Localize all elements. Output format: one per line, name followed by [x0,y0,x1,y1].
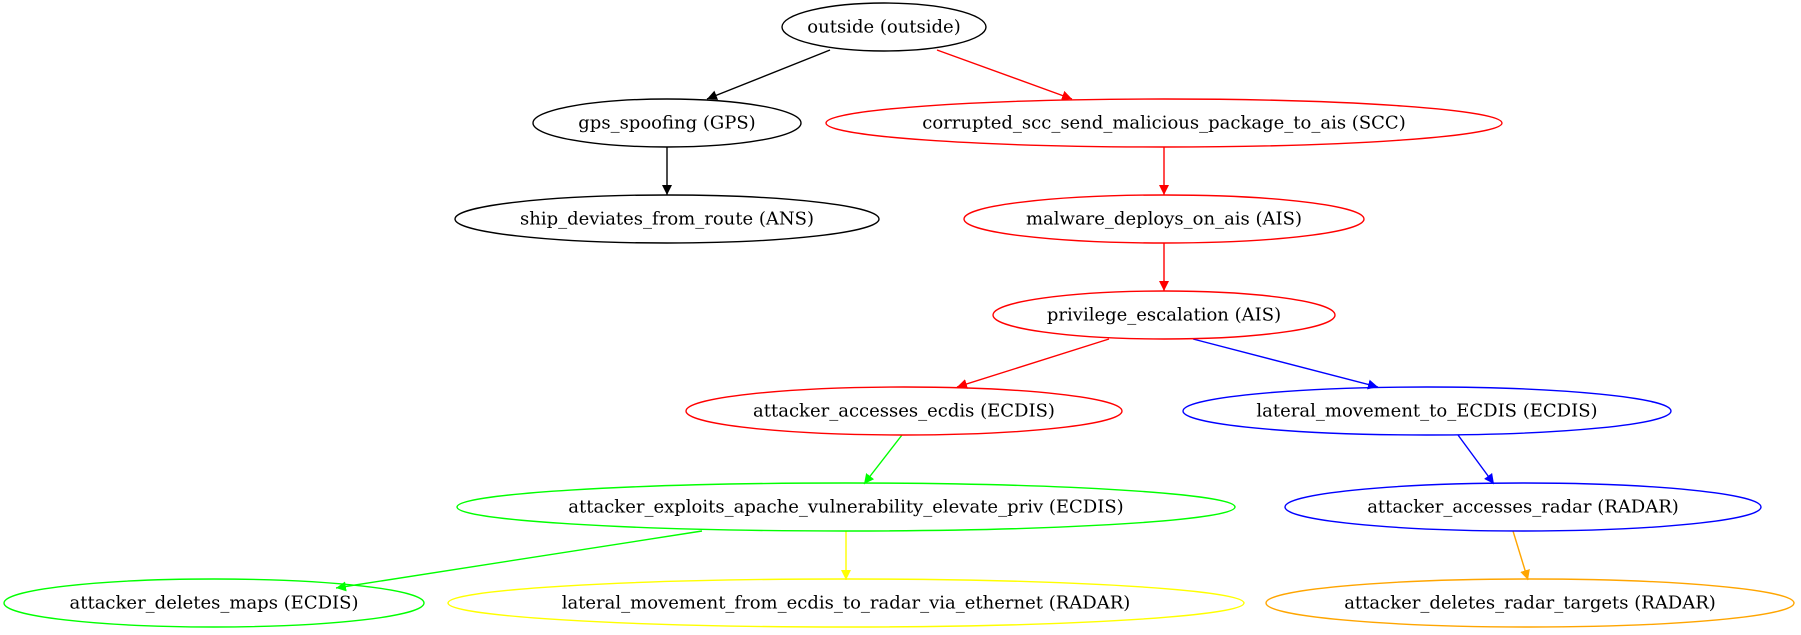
node-ellipse-scc [825,98,1503,148]
edge-radar_access-to-del_radar [1512,530,1530,581]
edge-priv-to-ecdis_access [956,338,1110,389]
node-ans: ship_deviates_from_route (ANS) [454,194,880,244]
edge-outside-to-scc [936,49,1073,101]
node-ellipse-priv [992,290,1336,340]
edge-apache-to-del_maps [335,530,703,592]
node-ellipse-outside [781,2,987,52]
node-label-outside: outside (outside) [807,17,960,38]
node-gps: gps_spoofing (GPS) [532,98,802,148]
node-label-radar_access: attacker_accesses_radar (RADAR) [1367,497,1679,518]
node-ellipse-apache [456,482,1236,532]
node-label-apache: attacker_exploits_apache_vulnerability_e… [568,497,1123,518]
node-ellipse-lat_ecdis [1182,386,1672,436]
node-label-lat_ecdis: lateral_movement_to_ECDIS (ECDIS) [1256,401,1597,422]
node-ecdis_access: attacker_accesses_ecdis (ECDIS) [685,386,1123,436]
node-label-del_maps: attacker_deletes_maps (ECDIS) [70,593,359,614]
edges [335,49,1530,592]
node-ellipse-del_radar [1265,578,1795,628]
node-scc: corrupted_scc_send_malicious_package_to_… [825,98,1503,148]
node-label-priv: privilege_escalation (AIS) [1047,305,1281,326]
edge-lat_ecdis-to-radar_access [1457,434,1495,485]
node-radar_access: attacker_accesses_radar (RADAR) [1284,482,1762,532]
node-malware: malware_deploys_on_ais (AIS) [963,194,1365,244]
node-ellipse-malware [963,194,1365,244]
node-lat_radar: lateral_movement_from_ecdis_to_radar_via… [447,578,1245,628]
node-ellipse-gps [532,98,802,148]
edge-priv-to-lat_ecdis [1192,338,1379,390]
edge-outside-to-gps [706,49,831,100]
edge-ecdis_access-to-apache [863,434,903,485]
node-label-malware: malware_deploys_on_ais (AIS) [1026,209,1302,230]
node-label-gps: gps_spoofing (GPS) [578,113,755,134]
node-label-del_radar: attacker_deletes_radar_targets (RADAR) [1344,593,1716,614]
node-del_maps: attacker_deletes_maps (ECDIS) [3,578,425,628]
node-ellipse-lat_radar [447,578,1245,628]
nodes: outside (outside) gps_spoofing (GPS) corru… [3,2,1795,628]
node-label-scc: corrupted_scc_send_malicious_package_to_… [922,113,1405,134]
node-del_radar: attacker_deletes_radar_targets (RADAR) [1265,578,1795,628]
node-lat_ecdis: lateral_movement_to_ECDIS (ECDIS) [1182,386,1672,436]
node-ellipse-del_maps [3,578,425,628]
node-label-lat_radar: lateral_movement_from_ecdis_to_radar_via… [562,593,1131,614]
node-ellipse-ecdis_access [685,386,1123,436]
node-label-ans: ship_deviates_from_route (ANS) [520,209,814,230]
node-outside: outside (outside) [781,2,987,52]
node-priv: privilege_escalation (AIS) [992,290,1336,340]
node-apache: attacker_exploits_apache_vulnerability_e… [456,482,1236,532]
node-label-ecdis_access: attacker_accesses_ecdis (ECDIS) [753,401,1055,422]
node-ellipse-ans [454,194,880,244]
node-ellipse-radar_access [1284,482,1762,532]
